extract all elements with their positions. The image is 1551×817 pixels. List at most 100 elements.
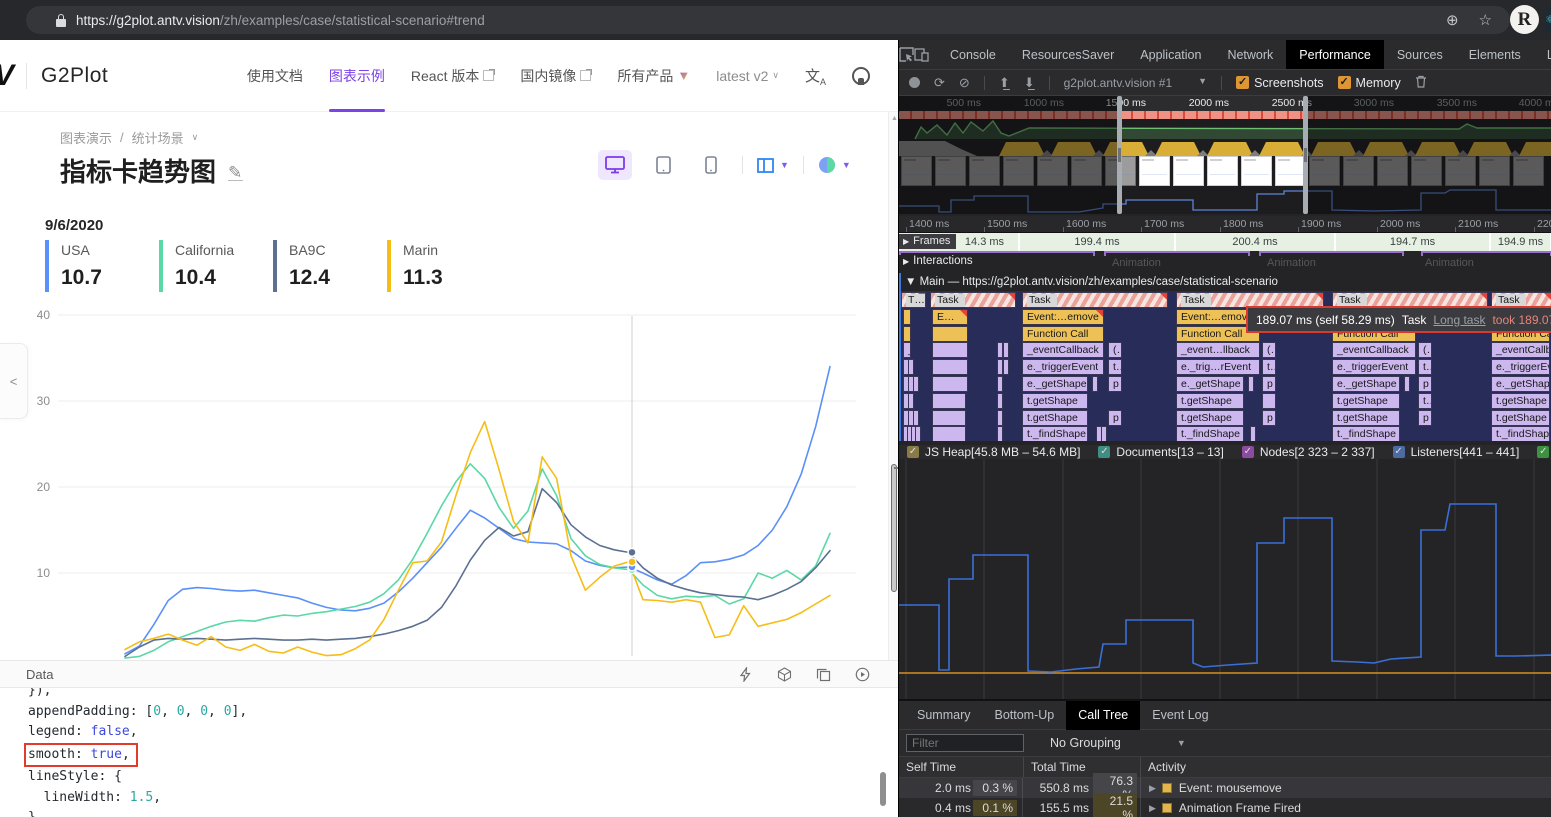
play-circle-icon[interactable] [855,667,870,682]
call-frame-bar[interactable] [903,309,911,325]
screenshot-thumb[interactable] [1207,156,1238,186]
call-frame-bar[interactable] [997,410,1003,426]
save-profile-icon[interactable]: ⬇̲ [1023,74,1035,90]
devtools-tab-resourcessaver[interactable]: ResourcesSaver [1021,47,1115,62]
call-frame-bar[interactable] [913,376,919,392]
task-bar[interactable]: T… [901,292,926,308]
call-frame-bar[interactable] [932,393,966,409]
grouping-select[interactable]: No Grouping ▼ [1050,736,1186,750]
call-frame-bar[interactable]: e._triggerEvent [1332,359,1416,375]
memory-legend-item[interactable]: ✓GPU Memory [1537,445,1551,459]
call-frame-bar[interactable]: t.getShape [1491,393,1550,409]
thunderbolt-icon[interactable] [738,666,753,682]
animation-span[interactable] [1421,251,1551,256]
theme-select[interactable]: ▼ [818,156,851,174]
expand-arrow-icon[interactable]: ▶ [1149,802,1156,813]
details-tab-bottom-up[interactable]: Bottom-Up [994,707,1055,722]
url-bar[interactable]: https://g2plot.antv.vision/zh/examples/c… [26,6,1510,34]
reload-icon[interactable]: ⟳ [934,74,945,90]
memory-legend-item[interactable]: ✓ Listeners[441 – 441] [1392,445,1519,459]
call-frame-bar[interactable] [932,326,968,342]
call-frame-bar[interactable] [997,342,1003,358]
call-frame-bar[interactable]: _eventCallback [1022,342,1104,358]
trend-line-chart[interactable]: 40 30 20 10 [0,305,898,665]
call-frame-bar[interactable] [1262,393,1276,409]
call-frame-bar[interactable]: t._findShape [1332,426,1400,441]
legend-checkbox[interactable]: ✓ [1392,446,1405,458]
call-frame-bar[interactable] [932,342,968,358]
expand-arrow-icon[interactable]: ▶ [1149,782,1156,793]
call-frame-bar[interactable]: _event…llback [1176,342,1260,358]
legend-checkbox[interactable]: ✓ [907,446,919,458]
call-frame-bar[interactable]: t.getShape [1022,393,1088,409]
call-frame-bar[interactable]: e._getShape [1332,376,1400,392]
screenshot-thumb[interactable] [1411,156,1442,186]
details-tab-summary[interactable]: Summary [917,707,971,722]
nav-item-4[interactable]: 国内镜像 [520,40,593,112]
clear-icon[interactable]: ⊘ [958,74,970,90]
call-frame-bar[interactable] [1101,426,1107,441]
nav-item-1[interactable]: 使用文档 [247,40,303,112]
call-frame-bar[interactable]: t.getShape [1176,410,1244,426]
layout-select[interactable]: ▼ [757,157,789,173]
translate-button[interactable]: 文A [805,40,826,112]
call-frame-bar[interactable] [903,326,911,342]
scroll-up-icon[interactable]: ▲ [891,115,898,122]
long-task-link[interactable]: Long task [1433,312,1486,327]
call-frame-bar[interactable]: t._findShape [1491,426,1550,441]
code-editor[interactable]: }), appendPadding: [0, 0, 0, 0], legend: f… [0,688,888,817]
call-frame-bar[interactable]: e._trig…rEvent [1176,359,1260,375]
call-frame-bar[interactable]: e._getShape [1176,376,1244,392]
frame-segment[interactable]: 14.3 ms [899,233,1020,251]
call-frame-bar[interactable]: p [1418,376,1432,392]
memory-legend-item[interactable]: ✓ Nodes[2 323 – 2 337] [1241,445,1375,459]
load-profile-icon[interactable]: ⬆̲ [998,74,1010,90]
call-frame-bar[interactable]: Function Call [1022,326,1104,342]
column-header-total-time[interactable]: Total Time [1024,757,1141,777]
screenshot-thumb[interactable] [1071,156,1102,186]
call-frame-bar[interactable]: t.getShape [1332,393,1400,409]
call-frame-bar[interactable]: Event:…emove [1176,309,1260,325]
desktop-view-button[interactable] [598,150,632,180]
nav-item-5[interactable]: 所有产品 ▼ [617,40,690,112]
call-frame-bar[interactable] [1092,376,1098,392]
antv-logo[interactable]: V [0,59,14,93]
nav-item-2[interactable]: 图表示例 [328,40,385,112]
tablet-view-button[interactable] [646,150,680,180]
animation-span[interactable] [1259,251,1404,256]
code-scrollbar-thumb[interactable] [880,772,886,806]
task-bar[interactable]: Task [930,292,1016,308]
call-frame-bar[interactable]: e._getShape [1022,376,1088,392]
call-frame-bar[interactable] [915,426,921,441]
copy-icon[interactable] [816,667,831,682]
breadcrumb-item-2[interactable]: 统计场景 [131,131,184,146]
call-frame-bar[interactable]: t._findShape [1022,426,1088,441]
screenshot-thumb[interactable] [935,156,966,186]
frame-segment[interactable]: 200.4 ms [1176,233,1336,251]
call-frame-bar[interactable]: t.getShape [1176,393,1244,409]
call-frame-bar[interactable]: _… [903,342,911,358]
call-frame-bar[interactable] [997,359,1003,375]
call-frame-bar[interactable] [932,359,968,375]
call-frame-bar[interactable] [1404,376,1410,392]
call-frame-bar[interactable]: e._triggerEve [1491,359,1550,375]
call-frame-bar[interactable] [908,393,914,409]
call-frame-bar[interactable] [997,376,1003,392]
memory-checkbox[interactable]: ✓ Memory [1337,75,1401,90]
call-frame-bar[interactable]: Function Call [1176,326,1260,342]
frames-track[interactable]: ▶ Frames 14.3 ms 199.4 ms 200.4 ms 194.7 ms 1… [899,233,1551,251]
call-frame-bar[interactable] [1248,376,1254,392]
device-toolbar-icon[interactable] [914,40,929,69]
screenshot-filmstrip[interactable] [899,156,1551,186]
screenshot-thumb[interactable] [901,156,932,186]
call-frame-bar[interactable] [1003,359,1009,375]
screenshot-thumb[interactable] [1173,156,1204,186]
screenshot-thumb[interactable] [1037,156,1068,186]
call-frame-bar[interactable]: (… [1108,342,1122,358]
inspect-icon[interactable] [899,40,914,69]
call-frame-bar[interactable]: (… [1418,342,1432,358]
call-frame-bar[interactable] [913,410,919,426]
frame-segment[interactable]: 194.9 ms [1491,233,1551,251]
call-frame-bar[interactable]: Event:…emove [1022,309,1104,325]
